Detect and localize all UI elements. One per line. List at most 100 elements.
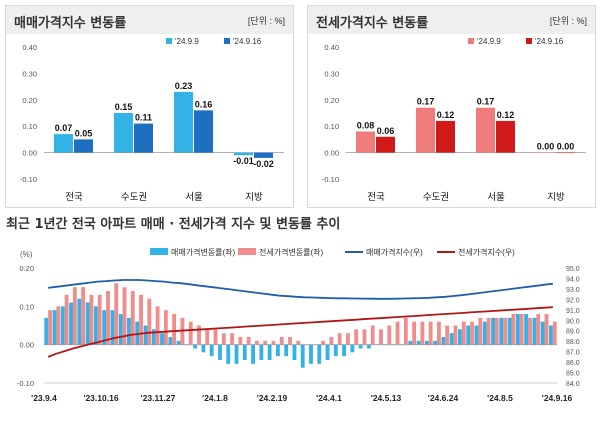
y-right-tick-label: 93.0 [566,287,580,294]
jeonse-change-bar [139,294,143,345]
x-tick-label: '24.8.5 [487,393,513,403]
y-tick-label: 0.20 [22,96,37,105]
sale-change-bar [366,344,371,349]
sale-index-line [47,279,554,300]
legend-label: 매매가격변동률(좌) [171,247,236,257]
legend-swatch [166,38,172,44]
y-tick-label: 0.10 [324,122,339,131]
jeonse-change-panel-header: 전세가격지수 변동률 [단위 : %] [308,6,595,34]
data-label: 0.16 [195,99,213,109]
sale-change-bar [540,321,545,345]
sale-change-bar [135,321,140,345]
y-right-tick-label: 84.0 [566,381,580,388]
y-left-tick-label: 0.00 [19,341,34,350]
jeonse-change-panel: 전세가격지수 변동률 [단위 : %] '24.9.9 '24.9.16 0.40 0… [307,5,596,208]
jeonse-change-bar [346,333,350,345]
data-label: 0.11 [135,113,152,123]
jeonse-index-line [47,306,553,358]
sale-change-bar [342,344,347,357]
sale-change-bar [284,344,289,357]
jeonse-change-bar [354,329,359,345]
trend-section-title: 최근 1년간 전국 아파트 매매 · 전세가격 지수 및 변동률 추이 [6,217,341,232]
jeonse-change-bar [56,306,61,345]
sale-change-panel-header: 매매가격지수 변동률 [단위 : %] [6,6,293,34]
sale-change-bar [168,337,173,345]
y-tick-label: 0.20 [324,96,339,105]
sale-change-chart: '24.9.9 '24.9.16 0.40 0.30 0.20 0.10 0.00 -0.10… [20,37,284,203]
bar [436,120,455,153]
jeonse-change-bar [238,337,243,345]
jeonse-change-bar [478,317,483,345]
category-label: 서울 [487,192,505,203]
legend-swatch [468,38,474,44]
bar [134,123,153,153]
jeonse-change-bar [89,294,94,345]
jeonse-change-bar [271,340,276,345]
sale-change-bar [209,344,214,357]
x-tick-label: '23.10.16 [83,393,118,403]
x-tick-label: '24.2.19 [257,393,288,403]
x-tick-label: '24.1.8 [202,393,228,403]
sale-change-bar [309,344,313,364]
sale-change-bar [118,314,123,345]
jeonse-change-bar [155,306,160,345]
category-label: 서울 [185,192,203,203]
sale-change-bar [499,317,504,345]
category-label: 전국 [65,192,83,203]
y-tick-label: -0.10 [322,175,339,184]
y-left-tick-label: -0.10 [17,379,34,388]
x-tick-label: '24.9.16 [542,393,573,403]
jeonse-change-bar [519,314,524,345]
jeonse-change-bar [528,317,532,345]
bar [234,152,253,156]
jeonse-change-bar [106,291,110,345]
legend-label: 전세가격지수(우) [458,247,515,257]
jeonse-change-bar [163,310,168,345]
sale-change-bar [201,344,206,353]
sale-change-panel: 매매가격지수 변동률 [단위 : %] '24.9.9 '24.9.16 0.40 0… [5,5,294,208]
bar [254,152,273,158]
jeonse-change-bar [511,314,516,345]
sale-change-bar [143,325,148,345]
jeonse-change-bar [114,283,119,345]
jeonse-change-bar [337,333,342,345]
jeonse-change-bar [254,340,259,345]
sale-change-bar [350,344,355,353]
sale-change-bar [259,344,264,360]
jeonse-change-bar [197,325,201,345]
bar [356,131,375,153]
jeonse-change-bar [503,317,508,345]
data-label: 0.15 [115,102,133,112]
data-label: -0.02 [253,159,274,169]
sale-change-bar [358,344,363,349]
data-label: -0.01 [233,156,254,166]
sale-change-bar [267,344,272,360]
jeonse-change-title: 전세가격지수 변동률 [316,16,429,31]
jeonse-change-bar [48,310,52,345]
sale-change-bar [515,314,520,345]
bar [174,91,193,153]
sale-change-bar [176,340,181,345]
bar [194,110,213,153]
sale-change-bar [102,310,107,345]
jeonse-change-bar [420,321,425,345]
y-tick-label: 0.00 [22,149,37,158]
x-tick-label: '23.9.4 [31,393,57,403]
sale-change-bar [532,317,537,345]
sale-change-bar [383,344,388,346]
bar [496,120,515,153]
jeonse-change-bar [412,321,417,345]
left-unit-label: (%) [20,250,33,259]
data-label: 0.17 [417,97,435,107]
jeonse-change-chart: '24.9.9 '24.9.16 0.40 0.30 0.20 0.10 0.00 -0.10… [322,37,586,203]
y-tick-label: 0.30 [22,69,37,78]
bar [536,152,555,154]
y-left-tick-label: 0.10 [19,302,34,311]
sale-change-bar [251,344,255,364]
jeonse-change-bar [370,325,375,345]
data-label: 0.12 [437,110,455,120]
sale-change-bar [441,337,446,345]
jeonse-change-bar [387,325,392,345]
sale-change-bar [325,344,330,360]
sale-change-bar [458,329,462,345]
